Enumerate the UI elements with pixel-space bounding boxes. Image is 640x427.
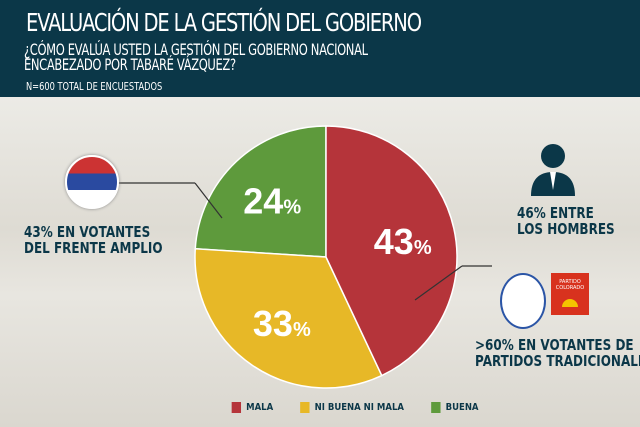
note-line: LOS HOMBRES [517,220,615,238]
frente-amplio-logo [65,155,119,209]
legend-label: MALA [246,402,274,413]
partido-colorado-logo: PARTIDO COLORADO [551,273,589,315]
leader-line-trad [414,265,463,301]
man-icon [528,140,578,196]
note-line: 43% EN VOTANTES [24,223,151,241]
header: EVALUACIÓN DE LA GESTIÓN DEL GOBIERNO ¿C… [0,0,640,97]
pie-label-2: 24% [243,181,301,222]
page-title: EVALUACIÓN DE LA GESTIÓN DEL GOBIERNO [26,8,422,37]
question-line-2: ENCABEZADO POR TABARÉ VÁZQUEZ? [24,55,236,74]
leader-line-fa-2 [194,182,223,219]
pie-slice-2 [194,125,327,258]
note-line: DEL FRENTE AMPLIO [24,239,163,257]
colorado-logo-text: PARTIDO COLORADO [555,279,585,291]
legend-label: NI BUENA NI MALA [314,402,404,413]
note-line: PARTIDOS TRADICIONALES [475,352,640,370]
pie-label-0: 43% [374,221,432,262]
legend-label: BUENA [445,402,479,413]
sample-size: N=600 TOTAL DE ENCUESTADOS [26,80,163,93]
pie-label-1: 33% [253,303,311,344]
question-line-1: ¿CÓMO EVALÚA USTED LA GESTIÓN DEL GOBIER… [24,40,368,59]
legend-swatch [231,402,242,413]
legend-item: NI BUENA NI MALA [299,402,404,413]
pie-slice-1 [194,247,383,389]
note-tradicionales: >60% EN VOTANTES DE PARTIDOS TRADICIONALE… [475,337,640,369]
note-line: >60% EN VOTANTES DE [475,336,634,354]
note-frente-amplio: 43% EN VOTANTES DEL FRENTE AMPLIO [24,224,163,256]
legend-item: MALA [231,402,274,413]
partido-nacional-logo [500,273,546,329]
question: ¿CÓMO EVALÚA USTED LA GESTIÓN DEL GOBIER… [24,40,368,74]
legend-item: BUENA [431,402,478,413]
note-line: 46% ENTRE [517,204,594,222]
legend: MALA NI BUENA NI MALA BUENA [228,402,483,413]
legend-swatch [299,402,310,413]
legend-swatch [431,402,441,413]
note-hombres: 46% ENTRE LOS HOMBRES [517,205,615,237]
pie-slice-0 [325,125,458,377]
